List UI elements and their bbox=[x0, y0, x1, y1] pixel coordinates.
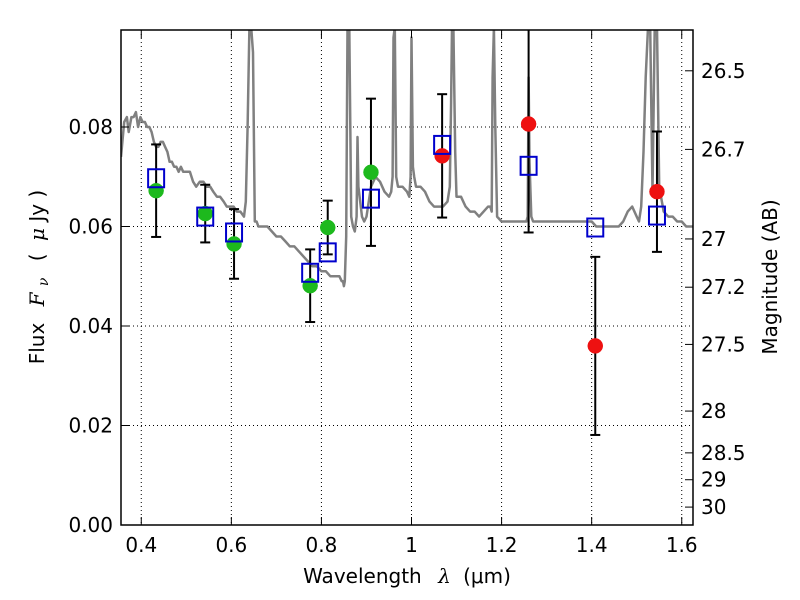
red-data-point bbox=[587, 338, 604, 354]
green-data-point bbox=[226, 236, 242, 252]
model-box-point bbox=[647, 205, 666, 226]
model-box-point bbox=[301, 262, 320, 283]
model-box-point bbox=[519, 155, 538, 176]
green-data-point bbox=[363, 164, 379, 181]
y-tick-label: 0.06 bbox=[68, 215, 113, 239]
y-axis-label: Flux F ν ( μ Jy ) bbox=[25, 190, 53, 365]
red-data-point bbox=[649, 183, 665, 200]
y2-tick-label: 28 bbox=[701, 399, 726, 423]
x-tick-label: 1 bbox=[405, 533, 418, 557]
y-tick-label: 0.08 bbox=[68, 115, 113, 139]
model-box-point bbox=[196, 206, 215, 227]
x-tick-label: 1.4 bbox=[576, 533, 608, 557]
model-box-point bbox=[361, 188, 380, 209]
y2-tick-label: 27.2 bbox=[701, 275, 746, 299]
model-box-point bbox=[225, 222, 244, 243]
y2-axis-label: Magnitude (AB) bbox=[758, 199, 782, 354]
model-box-point bbox=[318, 242, 337, 263]
y-axis-label-symbol: F bbox=[25, 291, 49, 307]
x-tick-label: 0.6 bbox=[215, 533, 247, 557]
axes: 0.4 0.6 0.8 1 1.2 1.4 1.6 0.00 0.02 0.04 0.06 0.08 2… bbox=[68, 30, 746, 557]
green-data-point bbox=[319, 219, 336, 236]
y2-tick-label: 27.5 bbox=[701, 332, 746, 356]
green-data-point bbox=[148, 182, 164, 199]
red-data-point bbox=[434, 148, 450, 164]
green-data-point bbox=[302, 277, 318, 294]
x-axis-label-text: Wavelength bbox=[303, 564, 422, 588]
red-data-point bbox=[520, 116, 537, 132]
model-box-point bbox=[433, 134, 452, 155]
y-tick-label: 0.04 bbox=[68, 314, 113, 338]
model-box-point bbox=[586, 217, 605, 238]
x-tick-label: 1.6 bbox=[666, 533, 698, 557]
y2-tick-label: 30 bbox=[701, 495, 726, 519]
y-axis-label-unit-rest: Jy ) bbox=[25, 190, 49, 224]
y-tick-label: 0.00 bbox=[68, 513, 113, 537]
x-axis-label-symbol: λ bbox=[437, 564, 451, 588]
y2-tick-label: 27 bbox=[701, 227, 726, 251]
x-axis-label-unit: (μm) bbox=[463, 564, 511, 588]
plot-frame bbox=[120, 29, 694, 526]
y-axis-label-unit-mu: μ bbox=[25, 228, 49, 241]
y2-tick-label: 26.7 bbox=[701, 137, 746, 161]
y-axis-label-text: Flux bbox=[25, 323, 49, 365]
y-axis-label-symbol-sub: ν bbox=[36, 277, 52, 286]
x-tick-label: 0.4 bbox=[125, 533, 157, 557]
y2-tick-label: 26.5 bbox=[701, 59, 746, 83]
x-axis-label: Wavelength λ (μm) bbox=[303, 564, 511, 588]
model-box-point bbox=[147, 168, 166, 189]
x-tick-label: 1.2 bbox=[486, 533, 518, 557]
x-tick-label: 0.8 bbox=[306, 533, 338, 557]
spectrum-line bbox=[121, 30, 693, 288]
y-axis-label-unit-open: ( bbox=[25, 253, 49, 261]
y-tick-label: 0.02 bbox=[68, 414, 113, 438]
y2-tick-label: 29 bbox=[701, 468, 726, 492]
y2-tick-label: 28.5 bbox=[701, 441, 746, 465]
plot-area bbox=[121, 30, 693, 436]
